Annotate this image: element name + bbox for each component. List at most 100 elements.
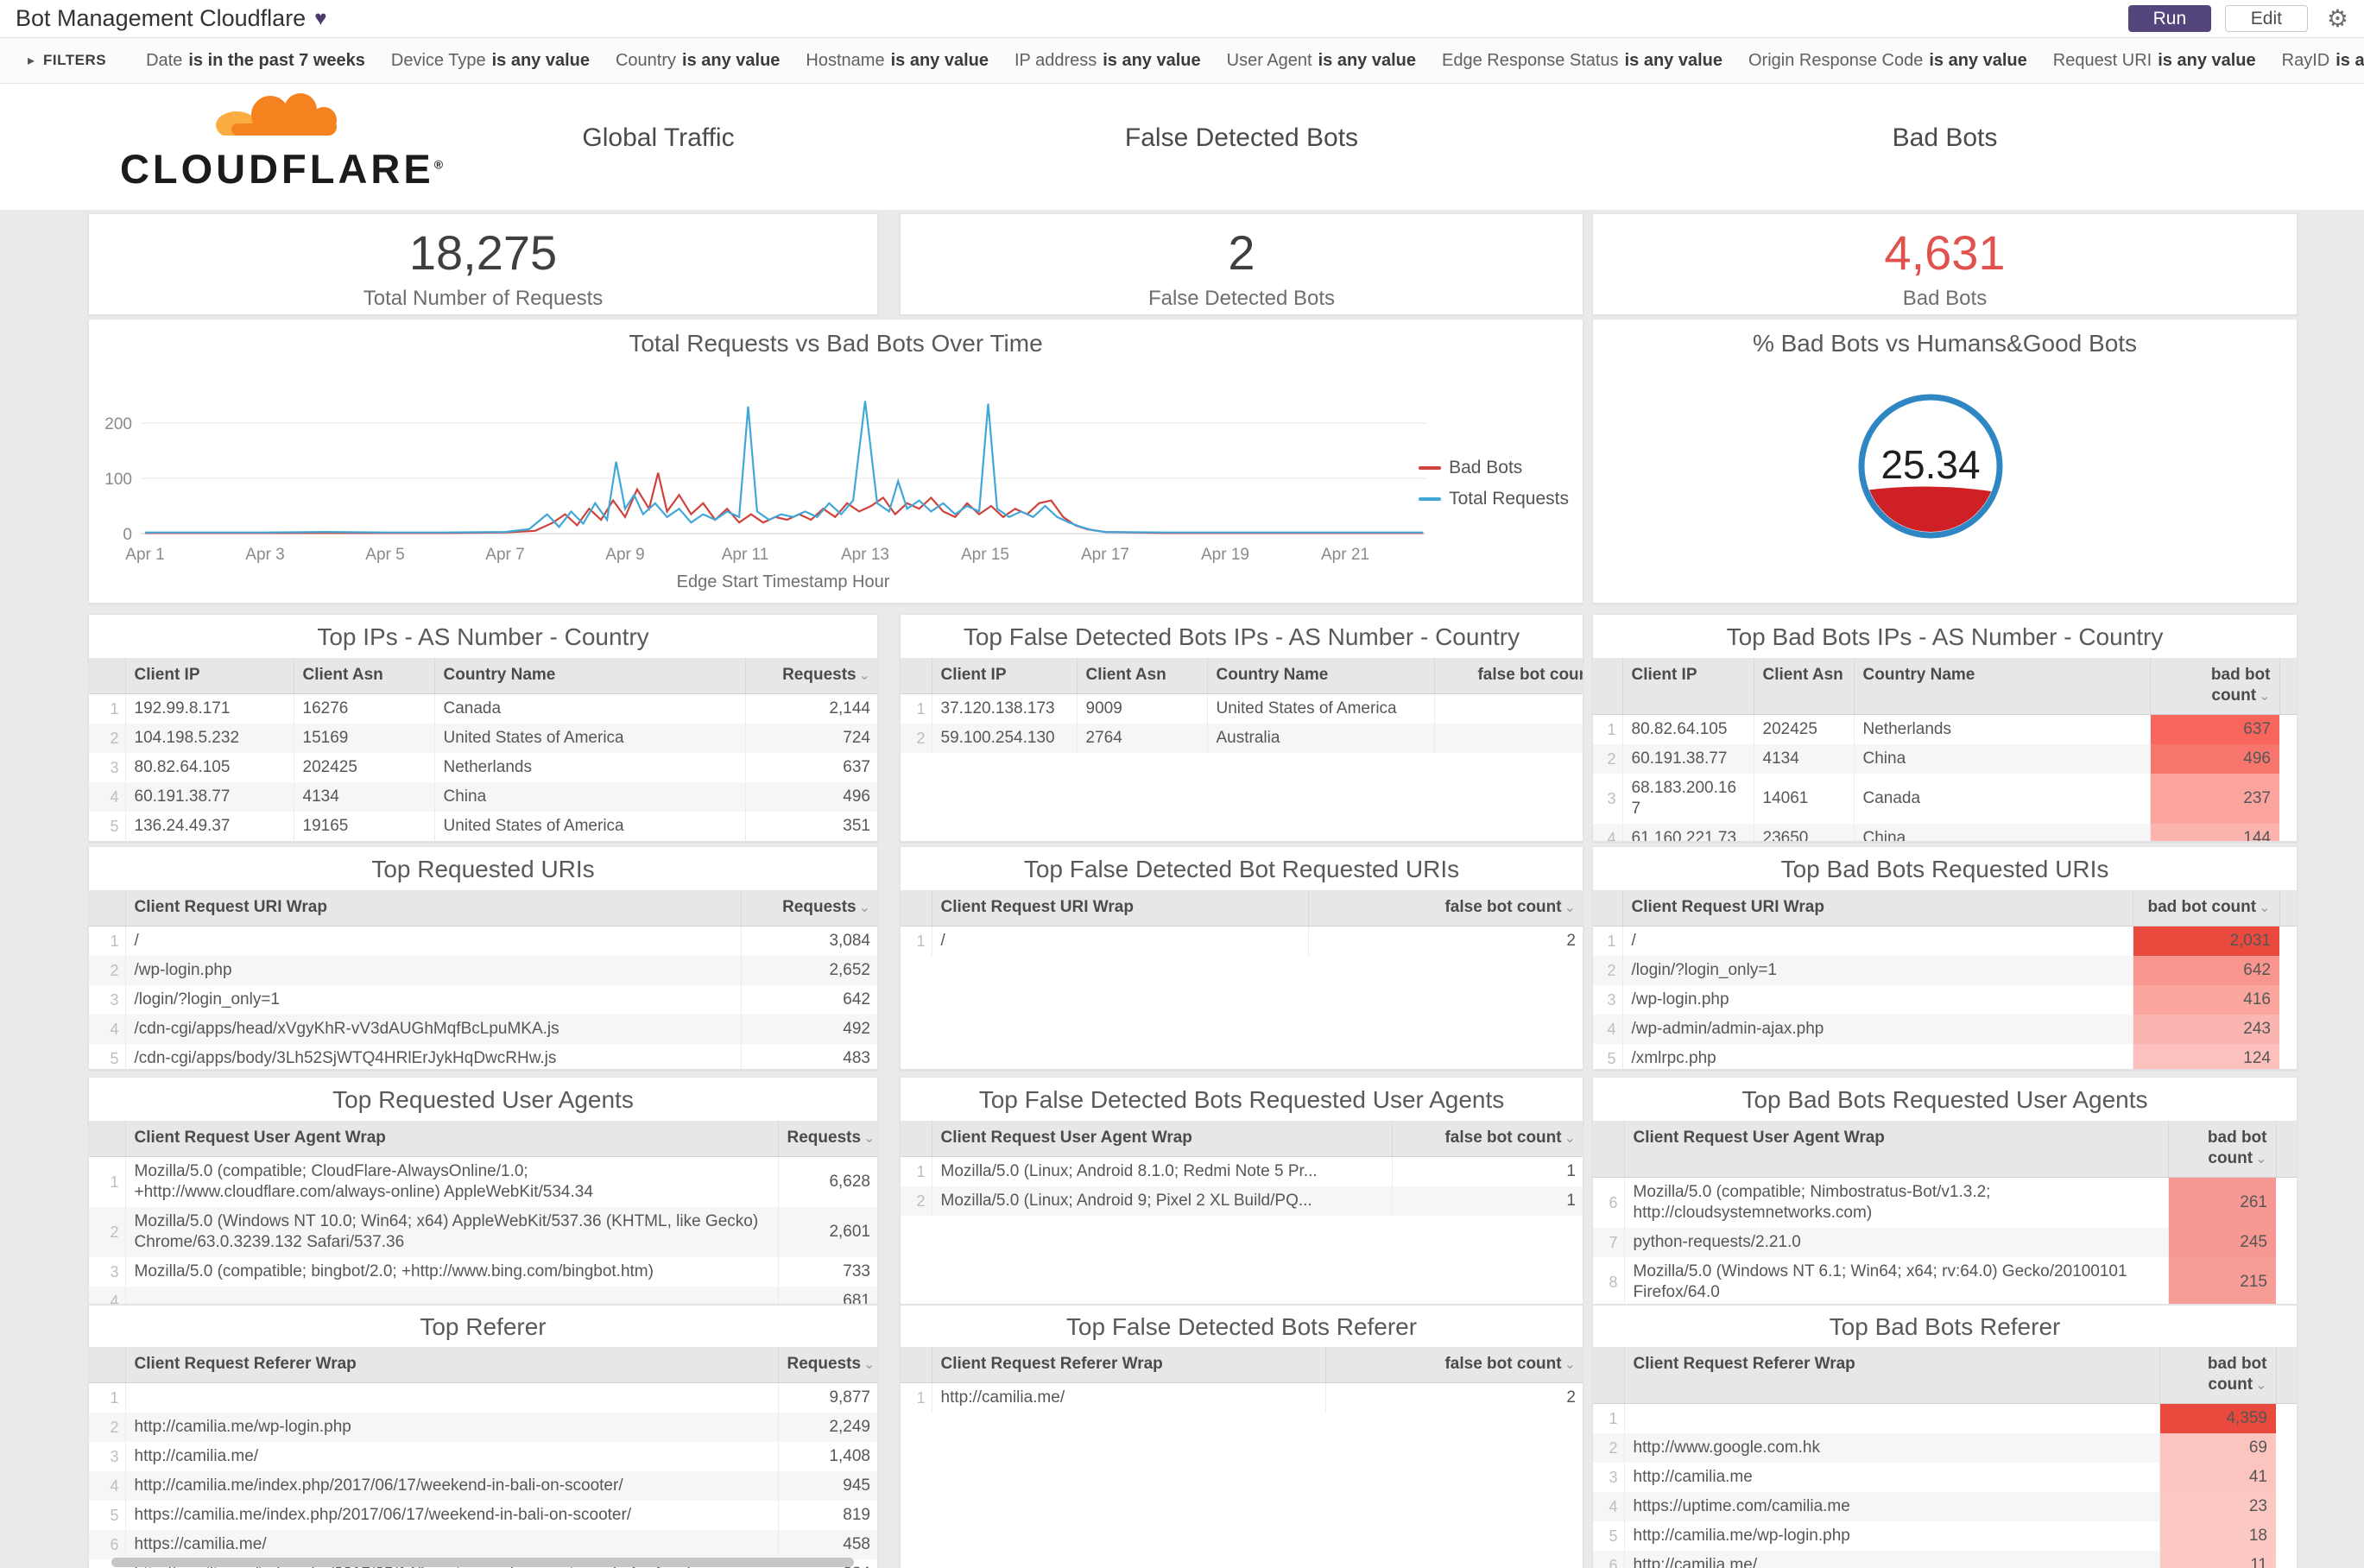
table-cell: 14061: [1753, 774, 1854, 824]
cloudflare-wordmark: CLOUDFLARE®: [119, 146, 447, 192]
column-header[interactable]: bad bot count ⌄: [2132, 890, 2279, 926]
table-cell: 261: [2167, 1177, 2276, 1228]
table-row: 3 68.183.200.167 14061 Canada 237: [1593, 774, 2297, 824]
tables-band-uris: Top Requested URIs Client Request URI Wr…: [88, 846, 2364, 1070]
column-header[interactable]: false bot count⌄: [1324, 1347, 1583, 1383]
table-cell: 4134: [293, 782, 434, 812]
row-number: 2: [89, 956, 125, 985]
column-header[interactable]: false bot count⌄: [1433, 658, 1583, 694]
legend-item-bad-bots[interactable]: Bad Bots: [1419, 458, 1569, 478]
table-cell: 351: [744, 812, 877, 841]
filter-item[interactable]: Request URI is any value: [2052, 50, 2256, 70]
row-number: 4: [1593, 824, 1622, 841]
row-number: 1: [110, 1389, 119, 1407]
chart-band: 0 100 200 Apr 1 Apr 3 Apr 5 Apr 7 Apr 9 Apr 11 Ap…: [88, 319, 2364, 604]
run-button[interactable]: Run: [2127, 5, 2211, 32]
column-header[interactable]: Requests ⌄: [777, 1121, 877, 1157]
table-cell: Netherlands: [1853, 714, 2150, 744]
row-number: 2: [89, 1207, 125, 1257]
table-cell: 2764: [1076, 724, 1207, 753]
panel-top-user-agents: Top Requested User Agents Client Request…: [88, 1077, 878, 1305]
table-row: 5 https://camilia.me/index.php/2017/06/17…: [89, 1501, 877, 1530]
page-title: Bot Management Cloudflare: [16, 5, 307, 31]
column-header: Client Asn: [1076, 658, 1207, 694]
table-row: 1 9,877: [89, 1382, 877, 1413]
chart-title: Total Requests vs Bad Bots Over Time: [629, 330, 1043, 357]
table-cell: http://camilia.me/wp-login.php: [124, 1413, 778, 1442]
table-cell: 237: [2149, 774, 2279, 824]
table-cell: Mozilla/5.0 (Linux; Android 9; Pixel 2 X…: [931, 1186, 1392, 1216]
table-cell: [2276, 1551, 2297, 1568]
sort-caret-icon: ⌄: [863, 1357, 875, 1372]
table-row: 1 4,359: [1593, 1403, 2297, 1433]
table-cell: 819: [777, 1501, 877, 1530]
row-number: 2: [1593, 1433, 1624, 1463]
column-header[interactable]: bad bot count ⌄: [2159, 1347, 2276, 1404]
filter-item[interactable]: IP address is any value: [1014, 50, 1201, 70]
edit-button[interactable]: Edit: [2224, 5, 2308, 32]
row-number: 1: [1609, 1410, 1618, 1427]
column-header[interactable]: bad bot count ⌄: [2149, 658, 2279, 715]
column-header[interactable]: Requests ⌄: [777, 1347, 877, 1383]
column-header[interactable]: Requests ⌄: [744, 658, 877, 694]
table-cell: 681: [777, 1287, 877, 1304]
table-cell: Australia: [1206, 724, 1434, 753]
horizontal-scrollbar[interactable]: [111, 1558, 854, 1567]
legend-swatch-bad-bots: [1419, 466, 1442, 470]
table-cell: 23650: [1753, 824, 1854, 841]
table-cell: /xmlrpc.php: [1621, 1044, 2133, 1069]
filters-expander-icon[interactable]: ▸: [28, 54, 35, 68]
table-row: 6 http://camilia.me/11: [1593, 1551, 2297, 1568]
table-cell: [2279, 824, 2297, 841]
table-cell: 642: [2132, 956, 2279, 985]
column-header: Client Request URI Wrap: [931, 890, 1308, 926]
table-cell: 724: [744, 724, 877, 753]
filter-item[interactable]: Origin Response Code is any value: [1748, 50, 2027, 70]
table-row: 4 681: [89, 1287, 877, 1304]
panel-top-bad-bot-uris: Top Bad Bots Requested URIs Client Reque…: [1592, 846, 2298, 1070]
row-number: 4: [1593, 1015, 1622, 1044]
table-cell: [2276, 1492, 2297, 1521]
filter-item[interactable]: User Agent is any value: [1226, 50, 1416, 70]
table-cell: /wp-login.php: [1621, 985, 2133, 1015]
row-number: 3: [1609, 1469, 1618, 1486]
table-cell: 215: [2167, 1257, 2276, 1304]
row-number: 3: [1607, 991, 1616, 1008]
table-row: 6 https://camilia.me/458: [89, 1530, 877, 1559]
table-cell: /login/?login_only=1: [1621, 956, 2133, 985]
column-header: Client IP: [931, 658, 1077, 694]
table-row: 6 Mozilla/5.0 (compatible; Nimbostratus-B…: [1593, 1177, 2297, 1228]
filter-item[interactable]: Hostname is any value: [806, 50, 989, 70]
legend-swatch-total-requests: [1419, 497, 1442, 501]
gauge-title: % Bad Bots vs Humans&Good Bots: [1752, 330, 2138, 357]
table-row: 2 http://www.google.com.hk 69: [1593, 1433, 2297, 1463]
table-cell: [2279, 926, 2297, 956]
filter-item[interactable]: Edge Response Status is any value: [1442, 50, 1722, 70]
row-number: 8: [1609, 1274, 1618, 1291]
gear-icon[interactable]: ⚙: [2326, 4, 2348, 32]
filter-item[interactable]: Device Type is any value: [390, 50, 590, 70]
column-header[interactable]: Requests ⌄: [740, 890, 877, 926]
row-number: 1: [110, 933, 119, 950]
kpi-value-total-requests: 18,275: [408, 225, 558, 280]
table-row: 7 python-requests/2.21.0 245: [1593, 1228, 2297, 1257]
row-number: 2: [89, 724, 125, 753]
table-cell: 3,084: [740, 926, 877, 956]
filter-item[interactable]: Date is in the past 7 weeks: [146, 50, 365, 70]
table-cell: https://uptime.com/camilia.me: [1623, 1492, 2159, 1521]
column-header: Client Request URI Wrap: [124, 890, 741, 926]
legend-item-total-requests[interactable]: Total Requests: [1419, 489, 1569, 509]
table-row: 1 192.99.8.171 16276 Canada 2,144: [89, 693, 877, 724]
table-row: 3/wp-login.php 416: [1593, 985, 2297, 1015]
column-header[interactable]: false bot count⌄: [1307, 890, 1583, 926]
table-row: 2 http://camilia.me/wp-login.php 2,249: [89, 1413, 877, 1442]
svg-text:Apr 17: Apr 17: [1081, 546, 1129, 564]
registered-mark: ®: [433, 157, 447, 172]
filter-item[interactable]: Country is any value: [615, 50, 781, 70]
column-header[interactable]: bad bot count ⌄: [2167, 1121, 2276, 1178]
table-cell: 15169: [293, 724, 434, 753]
column-header[interactable]: false bot count⌄: [1391, 1121, 1583, 1157]
table-cell: https://camilia.me/index.php/2017/06/17/…: [124, 1501, 778, 1530]
table-cell: /login/?login_only=1: [124, 985, 741, 1015]
